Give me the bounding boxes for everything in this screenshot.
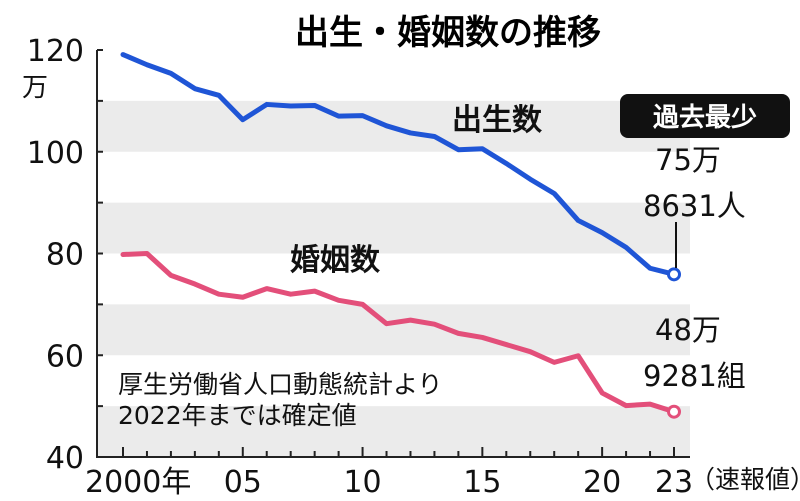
x-tick-labels: 2000年 05 10 15 20 23 bbox=[85, 465, 693, 500]
y-tick-label: 120 bbox=[27, 34, 84, 69]
grid-band bbox=[97, 406, 690, 457]
y-tick-label: 100 bbox=[27, 136, 84, 171]
marriages-endpoint bbox=[667, 404, 681, 419]
birth-annotation-line2: 8631人 bbox=[643, 189, 746, 223]
y-tick-labels: 120 100 80 60 40 bbox=[27, 34, 84, 476]
x-tick-label: 05 bbox=[224, 465, 262, 500]
y-tick-label: 40 bbox=[46, 441, 84, 476]
x-tick-label: 15 bbox=[463, 465, 501, 500]
x-tick-label: 23 bbox=[655, 465, 693, 500]
x-ticks bbox=[97, 49, 675, 458]
marriage-annotation-line2: 9281組 bbox=[643, 359, 746, 393]
x-tick-label: 20 bbox=[583, 465, 621, 500]
y-tick-label: 60 bbox=[46, 339, 84, 374]
record-low-badge bbox=[620, 94, 790, 138]
births-line bbox=[120, 52, 677, 277]
series-lines bbox=[120, 52, 681, 419]
x-tick-label: 2000年 bbox=[85, 465, 191, 500]
x-note: （速報値） bbox=[690, 465, 800, 494]
grid-band bbox=[97, 202, 690, 254]
source-note-line2: 2022年までは確定値 bbox=[118, 401, 357, 430]
source-note-line1: 厚生労働省人口動態統計より bbox=[118, 370, 443, 399]
series-label-births: 出生数 bbox=[452, 103, 543, 138]
chart-title: 出生・婚姻数の推移 bbox=[295, 13, 601, 53]
series-label-marriages: 婚姻数 bbox=[290, 243, 381, 278]
x-tick-label: 10 bbox=[343, 465, 381, 500]
birth-annotation-line1: 75万 bbox=[655, 143, 721, 177]
grid-band bbox=[97, 304, 690, 356]
y-unit-label: 万 bbox=[22, 73, 48, 103]
births-endpoint bbox=[667, 267, 681, 282]
y-tick-label: 80 bbox=[46, 238, 84, 273]
record-low-badge-text: 過去最少 bbox=[653, 103, 757, 133]
marriage-annotation-line1: 48万 bbox=[655, 313, 721, 347]
marriages-line bbox=[120, 251, 677, 415]
